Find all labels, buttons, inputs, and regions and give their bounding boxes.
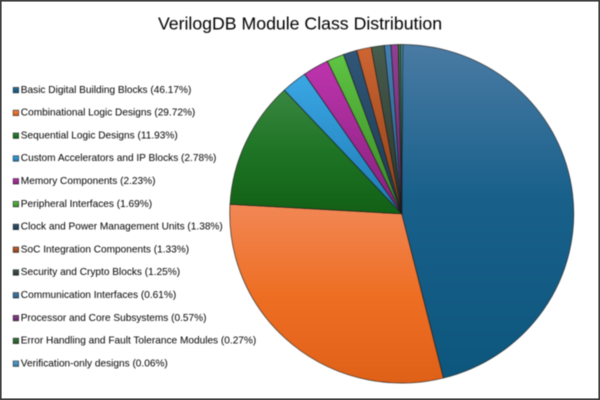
svg-text:Memory Components (2.23%): Memory Components (2.23%) [21, 176, 156, 187]
svg-text:Peripheral Interfaces (1.69%): Peripheral Interfaces (1.69%) [21, 199, 152, 210]
svg-text:VerilogDB Module Class Distrib: VerilogDB Module Class Distribution [158, 13, 442, 33]
svg-text:Security and Crypto Blocks (1.: Security and Crypto Blocks (1.25%) [21, 267, 180, 278]
svg-text:Basic Digital Building Blocks: Basic Digital Building Blocks (46.17%) [21, 85, 192, 96]
svg-text:SoC Integration Components (1.: SoC Integration Components (1.33%) [21, 244, 189, 255]
svg-text:Error Handling and Fault Toler: Error Handling and Fault Tolerance Modul… [21, 336, 256, 347]
svg-text:Communication Interfaces (0.61: Communication Interfaces (0.61%) [21, 290, 176, 301]
svg-text:Custom Accelerators and IP Blo: Custom Accelerators and IP Blocks (2.78%… [21, 153, 217, 164]
svg-text:Processor and Core Subsystems: Processor and Core Subsystems (0.57%) [21, 313, 207, 324]
svg-text:Combinational Logic Designs (2: Combinational Logic Designs (29.72%) [21, 108, 196, 119]
svg-text:Clock and Power Management Uni: Clock and Power Management Units (1.38%) [21, 222, 223, 233]
svg-text:Verification-only designs (0.0: Verification-only designs (0.06%) [21, 358, 168, 369]
svg-text:Sequential Logic Designs (11.9: Sequential Logic Designs (11.93%) [21, 130, 178, 141]
